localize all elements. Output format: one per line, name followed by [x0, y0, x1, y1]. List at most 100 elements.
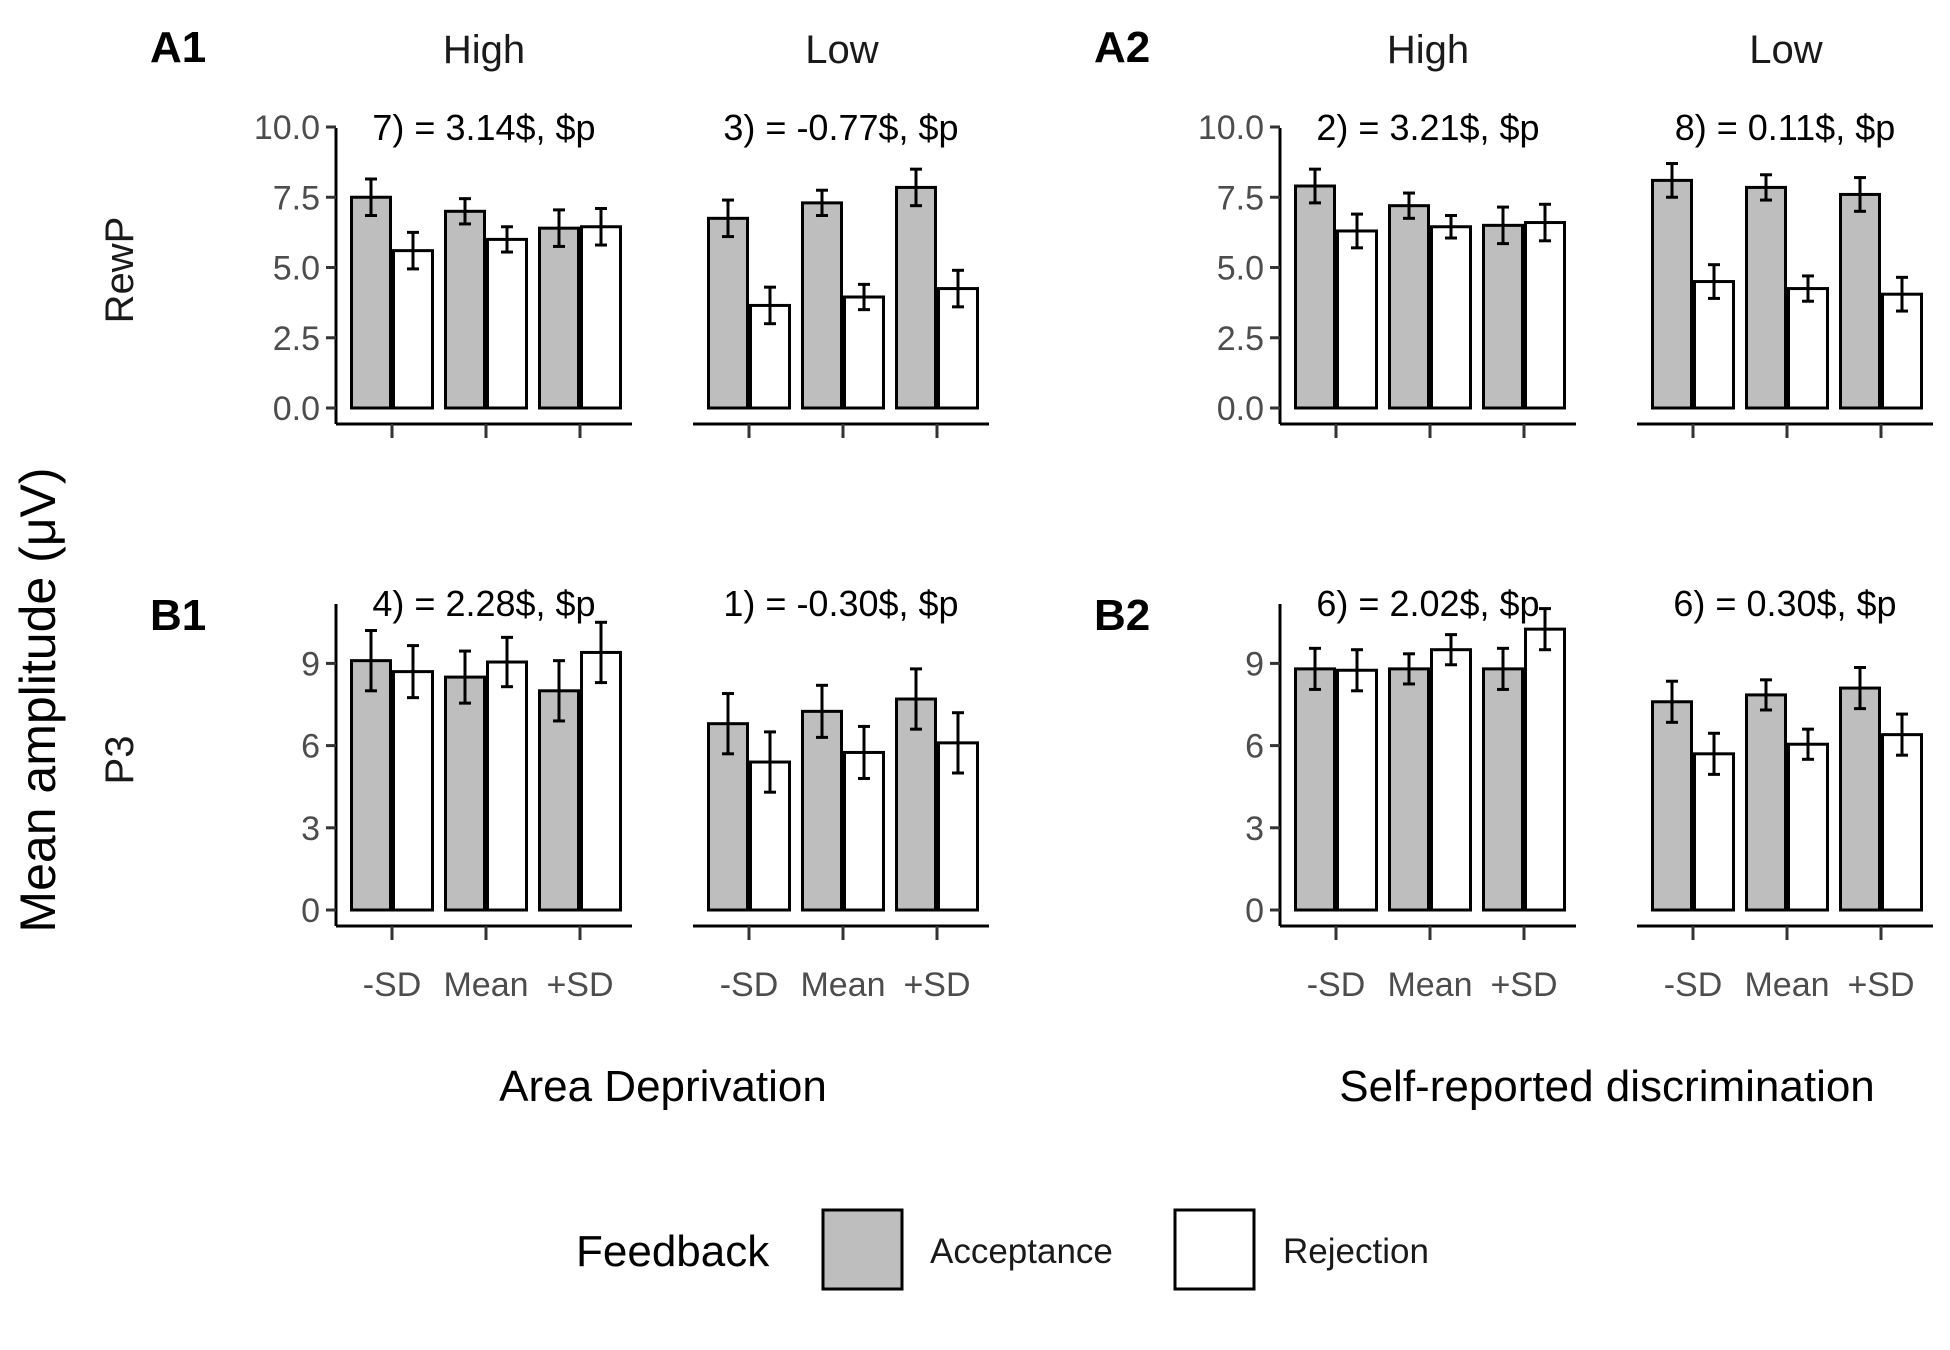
row-label-rewp: RewP — [98, 217, 142, 324]
strip-a2-low: Low — [1749, 28, 1822, 72]
bar-acceptance — [1482, 223, 1524, 410]
bar-acceptance — [350, 195, 392, 410]
panel-letter-a1: A1 — [150, 23, 206, 72]
bar-rejection — [486, 660, 528, 912]
y-tick-label: 0 — [1245, 892, 1264, 930]
bar-rejection — [1787, 287, 1829, 410]
facet-low: 8) = 0.11$, $p — [1637, 107, 1933, 438]
bar-rejection — [1693, 280, 1735, 410]
panel-letter-b1: B1 — [150, 591, 206, 640]
facet-low: -SD Mean +SD 6) = 0.30$, $p — [1637, 583, 1933, 1004]
y-tick-label: 6 — [301, 728, 320, 766]
bar-rejection — [486, 237, 528, 410]
bar-rejection — [580, 225, 622, 410]
bar-acceptance — [1294, 667, 1336, 912]
y-tick-label: 2.5 — [1217, 320, 1264, 358]
y-tick-label: 7.5 — [273, 179, 320, 217]
strip-a2-high: High — [1387, 28, 1469, 72]
panel-letter-b2: B2 — [1094, 591, 1150, 640]
facet-low: 3) = -0.77$, $p — [693, 107, 989, 438]
legend-title: Feedback — [576, 1227, 770, 1276]
bar-rejection — [843, 295, 885, 410]
strip-a1-low: Low — [805, 28, 878, 72]
bar-acceptance — [350, 659, 392, 912]
chart-a1: 0.0 2.5 5.0 7.5 10.0 7) = 3.14$, $p 3) = -0.77… — [254, 107, 989, 438]
bar-rejection — [1881, 733, 1923, 912]
stat-annotation: 8) = 0.11$, $p — [1675, 107, 1896, 148]
bar-rejection — [1693, 752, 1735, 912]
chart-a2: 0.0 2.5 5.0 7.5 10.0 2) = 3.21$, $p 8) = 0.11$… — [1198, 107, 1933, 438]
bar-acceptance — [1651, 700, 1693, 912]
facet-high: -SD Mean +SD 6) = 2.02$, $p — [1280, 583, 1576, 1004]
chart-panels: 0.0 2.5 5.0 7.5 10.0 7) = 3.14$, $p 3) = -0.77… — [254, 107, 1933, 1004]
y-tick-label: 6 — [1245, 728, 1264, 766]
legend-label-rejection: Rejection — [1283, 1232, 1429, 1271]
x-tick-label: -SD — [363, 966, 422, 1004]
bar-acceptance — [895, 185, 937, 410]
bar-acceptance — [895, 697, 937, 912]
bar-acceptance — [538, 689, 580, 912]
stat-annotation: 3) = -0.77$, $p — [723, 107, 958, 148]
y-tick-label: 0.0 — [1217, 390, 1264, 428]
x-axis-title-self-reported-discrimination: Self-reported discrimination — [1339, 1062, 1875, 1111]
x-axis-title-area-deprivation: Area Deprivation — [499, 1062, 827, 1111]
row-label-p3: P3 — [98, 736, 142, 785]
bar-acceptance — [1839, 192, 1881, 410]
x-tick-label: -SD — [1307, 966, 1366, 1004]
facet-high: -SD Mean +SD 4) = 2.28$, $p — [336, 583, 632, 1004]
y-tick-label: 5.0 — [1217, 250, 1264, 288]
bar-acceptance — [707, 216, 749, 410]
legend-swatch-rejection — [1173, 1208, 1256, 1291]
bar-rejection — [1336, 668, 1378, 912]
x-tick-label: +SD — [903, 966, 970, 1004]
bar-acceptance — [1388, 667, 1430, 912]
x-tick-label: +SD — [1847, 966, 1914, 1004]
bar-acceptance — [444, 209, 486, 410]
legend-label-acceptance: Acceptance — [930, 1232, 1113, 1271]
y-tick-label: 9 — [1245, 645, 1264, 683]
bar-acceptance — [444, 675, 486, 912]
stat-annotation: 7) = 3.14$, $p — [372, 107, 595, 148]
facet-low: -SD Mean +SD 1) = -0.30$, $p — [693, 583, 989, 1004]
bar-rejection — [749, 303, 791, 410]
x-tick-label: -SD — [1664, 966, 1723, 1004]
x-tick-label: +SD — [546, 966, 613, 1004]
x-tick-label: Mean — [1744, 966, 1829, 1004]
bar-acceptance — [801, 201, 843, 410]
y-tick-label: 2.5 — [273, 320, 320, 358]
x-tick-label: Mean — [1387, 966, 1472, 1004]
strip-a1-high: High — [443, 28, 525, 72]
bar-rejection — [1524, 627, 1566, 912]
bar-acceptance — [1745, 693, 1787, 912]
legend-swatch-acceptance — [821, 1208, 904, 1291]
y-tick-label: 10.0 — [1198, 109, 1264, 147]
bar-acceptance — [1294, 184, 1336, 410]
y-tick-label: 5.0 — [273, 250, 320, 288]
x-tick-label: Mean — [800, 966, 885, 1004]
bar-acceptance — [1482, 667, 1524, 912]
bar-acceptance — [1388, 204, 1430, 410]
stat-annotation: 2) = 3.21$, $p — [1316, 107, 1539, 148]
legend: Feedback Acceptance Rejection — [576, 1208, 1429, 1291]
stat-annotation: 4) = 2.28$, $p — [372, 583, 595, 624]
bar-rejection — [392, 670, 434, 912]
bar-rejection — [937, 287, 979, 410]
bar-rejection — [1787, 742, 1829, 912]
stat-annotation: 6) = 2.02$, $p — [1316, 583, 1539, 624]
y-axis-title: Mean amplitude (μV) — [10, 467, 66, 932]
y-tick-label: 0 — [301, 892, 320, 930]
y-tick-label: 3 — [1245, 810, 1264, 848]
bar-acceptance — [1745, 185, 1787, 410]
y-tick-label: 0.0 — [273, 390, 320, 428]
x-tick-label: Mean — [443, 966, 528, 1004]
bar-rejection — [1524, 221, 1566, 410]
facet-high: 2) = 3.21$, $p — [1280, 107, 1576, 438]
bar-acceptance — [538, 226, 580, 410]
panel-letter-a2: A2 — [1094, 23, 1150, 72]
x-tick-label: -SD — [720, 966, 779, 1004]
y-tick-label: 9 — [301, 645, 320, 683]
stat-annotation: 1) = -0.30$, $p — [723, 583, 958, 624]
facet-high: 7) = 3.14$, $p — [336, 107, 632, 438]
chart-b2: 0 3 6 9 -SD Mean +SD 6) = 2.02$, $p -SD Mean +SD 6)… — [1245, 583, 1933, 1004]
